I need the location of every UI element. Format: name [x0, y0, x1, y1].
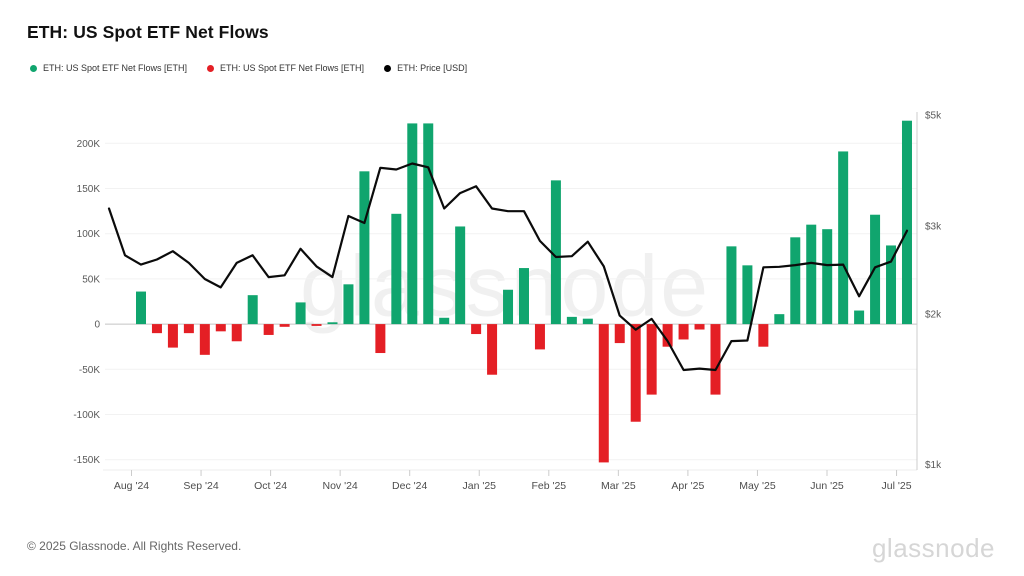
flow-bar[interactable] [838, 151, 849, 325]
flow-bar[interactable] [758, 324, 769, 347]
flow-bar[interactable] [774, 314, 785, 325]
flow-bar[interactable] [566, 316, 577, 325]
flow-bar[interactable] [518, 268, 529, 325]
flow-bar[interactable] [822, 229, 833, 325]
left-axis-tick-label: -100K [73, 410, 100, 421]
left-axis-tick-label: 200K [77, 139, 101, 150]
month-label: Aug '24 [114, 480, 149, 492]
right-axis-tick-label: $2k [925, 309, 942, 320]
left-axis-tick-label: 50K [82, 274, 100, 285]
black-dot-icon [384, 64, 392, 72]
flow-bar[interactable] [439, 317, 450, 325]
month-label: Jan '25 [462, 480, 496, 492]
flow-bar[interactable] [263, 324, 274, 335]
flow-bar[interactable] [151, 324, 162, 334]
flow-bar[interactable] [407, 123, 418, 325]
flow-bar[interactable] [359, 171, 370, 325]
legend-item-price[interactable]: ETH: Price [USD] [384, 63, 467, 73]
legend-label: ETH: Price [USD] [397, 63, 468, 73]
flow-bar[interactable] [487, 324, 498, 375]
month-label: Sep '24 [183, 480, 218, 492]
flow-bar[interactable] [215, 324, 226, 332]
flow-bar[interactable] [694, 324, 705, 330]
legend-item-netflows-negative[interactable]: ETH: US Spot ETF Net Flows [ETH] [207, 63, 364, 73]
month-label: Nov '24 [323, 480, 358, 492]
flow-bar[interactable] [183, 324, 194, 334]
month-label: Oct '24 [254, 480, 287, 492]
gridlines [105, 142, 917, 461]
flow-bar[interactable] [614, 324, 625, 344]
flow-bar[interactable] [375, 324, 386, 354]
flow-bar[interactable] [806, 224, 817, 325]
flow-bar[interactable] [534, 324, 545, 350]
left-axis-tick-label: -50K [79, 365, 100, 376]
month-label: Mar '25 [601, 480, 636, 492]
x-axis-labels: Aug '24 Sep '24 Oct '24 Nov '24 Dec '24 Jan '… [114, 470, 912, 492]
flow-bar[interactable] [662, 324, 673, 347]
legend-item-netflows-positive[interactable]: ETH: US Spot ETF Net Flows [ETH] [30, 63, 187, 73]
green-dot-icon [30, 64, 37, 72]
flow-bar[interactable] [199, 324, 210, 355]
month-label: Feb '25 [531, 480, 566, 492]
flow-bar[interactable] [343, 284, 354, 325]
flow-bar[interactable] [790, 237, 801, 325]
flow-bar[interactable] [726, 246, 737, 325]
chart-legend: ETH: US Spot ETF Net Flows [ETH] ETH: US… [30, 63, 467, 73]
month-label: Apr '25 [671, 480, 704, 492]
flow-bar[interactable] [231, 324, 242, 342]
left-axis-tick-label: -150K [73, 455, 100, 466]
right-axis-tick-label: $3k [925, 221, 942, 232]
flow-bar[interactable] [327, 322, 338, 325]
legend-label: ETH: US Spot ETF Net Flows [ETH] [220, 63, 365, 73]
left-axis-tick-label: 150K [77, 184, 101, 195]
flow-bar[interactable] [247, 295, 258, 325]
flow-bar[interactable] [550, 180, 561, 325]
glassnode-logo: glassnode [871, 533, 995, 563]
flow-bar[interactable] [886, 245, 897, 325]
flow-bar[interactable] [598, 324, 609, 463]
page-title: ETH: US Spot ETF Net Flows [27, 22, 269, 42]
flow-bar[interactable] [423, 123, 434, 325]
month-label: May '25 [739, 480, 776, 492]
legend-label: ETH: US Spot ETF Net Flows [ETH] [43, 63, 188, 73]
flow-bar[interactable] [901, 120, 912, 325]
flow-bar[interactable] [391, 213, 402, 325]
flow-bar[interactable] [471, 324, 482, 335]
bars-layer [136, 120, 912, 463]
red-dot-icon [207, 64, 215, 72]
right-axis-labels: $5k $3k $2k $1k [925, 111, 942, 471]
flow-bar[interactable] [167, 324, 178, 348]
left-axis-tick-label: 0 [94, 320, 100, 331]
flow-bar[interactable] [678, 324, 689, 340]
flow-bar[interactable] [136, 291, 146, 325]
left-axis-labels: 200K 150K 100K 50K 0 -50K -100K -150K [73, 139, 100, 466]
left-axis-tick-label: 100K [77, 229, 101, 240]
flow-bar[interactable] [295, 302, 306, 325]
right-axis-tick-label: $5k [925, 111, 942, 122]
month-label: Jun '25 [810, 480, 844, 492]
flow-bar[interactable] [311, 324, 322, 326]
flow-bar[interactable] [279, 324, 290, 327]
flow-bar[interactable] [455, 226, 466, 325]
month-label: Jul '25 [882, 480, 912, 492]
flow-bar[interactable] [503, 289, 514, 325]
price-line [107, 162, 909, 372]
flow-bar[interactable] [582, 318, 593, 325]
flow-bar[interactable] [710, 324, 721, 395]
flow-bar[interactable] [646, 324, 657, 395]
flow-bar[interactable] [742, 265, 753, 325]
flow-bar[interactable] [630, 324, 641, 422]
right-axis-tick-label: $1k [925, 460, 942, 471]
copyright-notice: © 2025 Glassnode. All Rights Reserved. [27, 539, 242, 553]
month-label: Dec '24 [392, 480, 427, 492]
flow-bar[interactable] [854, 310, 865, 325]
